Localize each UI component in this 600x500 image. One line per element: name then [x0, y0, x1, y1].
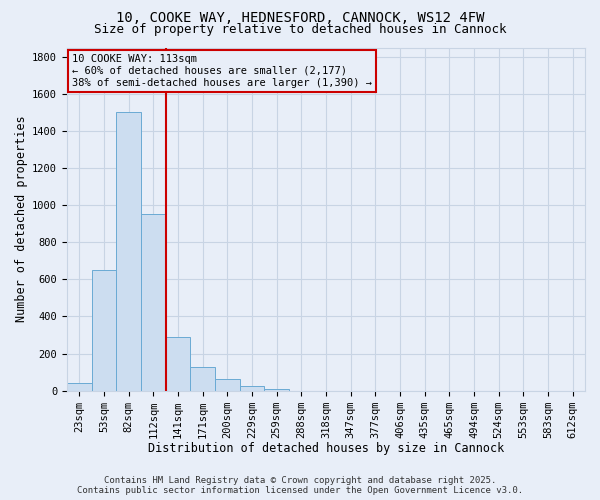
Bar	[92, 270, 116, 390]
Text: 10, COOKE WAY, HEDNESFORD, CANNOCK, WS12 4FW: 10, COOKE WAY, HEDNESFORD, CANNOCK, WS12…	[116, 11, 484, 25]
Bar	[67, 383, 92, 390]
Bar	[141, 214, 166, 390]
Bar	[166, 337, 190, 390]
Text: 10 COOKE WAY: 113sqm
← 60% of detached houses are smaller (2,177)
38% of semi-de: 10 COOKE WAY: 113sqm ← 60% of detached h…	[72, 54, 372, 88]
Bar	[215, 380, 239, 390]
X-axis label: Distribution of detached houses by size in Cannock: Distribution of detached houses by size …	[148, 442, 504, 455]
Bar	[264, 389, 289, 390]
Y-axis label: Number of detached properties: Number of detached properties	[15, 116, 28, 322]
Bar	[239, 386, 264, 390]
Text: Contains HM Land Registry data © Crown copyright and database right 2025.
Contai: Contains HM Land Registry data © Crown c…	[77, 476, 523, 495]
Bar	[116, 112, 141, 390]
Text: Size of property relative to detached houses in Cannock: Size of property relative to detached ho…	[94, 22, 506, 36]
Bar	[190, 366, 215, 390]
